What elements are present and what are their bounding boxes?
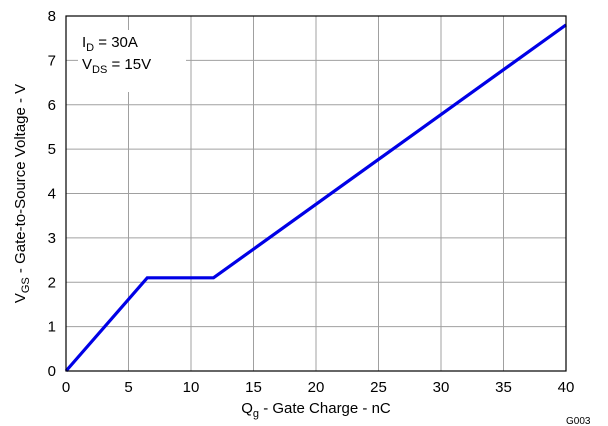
x-tick-label: 5: [124, 379, 132, 396]
y-tick-label: 3: [48, 230, 56, 247]
x-axis-title: Qg - Gate Charge - nC: [241, 400, 391, 420]
plot-frame: [65, 15, 567, 372]
y-tick-label: 4: [48, 186, 56, 203]
x-tick-label: 25: [370, 379, 387, 396]
series-layer: [64, 23, 567, 373]
y-tick-label: 5: [48, 141, 56, 158]
x-tick-labels: 0 5 10 15 20 25 30 35 40: [62, 379, 575, 396]
annotation-drain-current: ID = 30A: [82, 34, 138, 54]
x-tick-label: 0: [62, 379, 70, 396]
y-tick-label: 2: [48, 274, 56, 291]
y-tick-label: 1: [48, 319, 56, 336]
x-tick-label: 15: [245, 379, 262, 396]
figure-id-label: G003: [566, 416, 591, 426]
y-axis-title: VGS - Gate-to-Source Voltage - V: [12, 84, 32, 303]
y-tick-labels: 0 1 2 3 4 5 6 7 8: [48, 8, 56, 380]
annotation-box: [78, 30, 186, 92]
x-tick-label: 10: [183, 379, 200, 396]
y-tick-label: 0: [48, 363, 56, 380]
x-tick-label: 30: [433, 379, 450, 396]
x-tick-label: 20: [308, 379, 325, 396]
y-tick-label: 7: [48, 52, 56, 69]
annotation-drain-source-voltage: VDS = 15V: [82, 56, 151, 76]
vgs-curve: [64, 23, 567, 373]
y-tick-label: 8: [48, 8, 56, 25]
x-tick-label: 35: [495, 379, 512, 396]
y-tick-label: 6: [48, 97, 56, 114]
x-tick-label: 40: [558, 379, 575, 396]
